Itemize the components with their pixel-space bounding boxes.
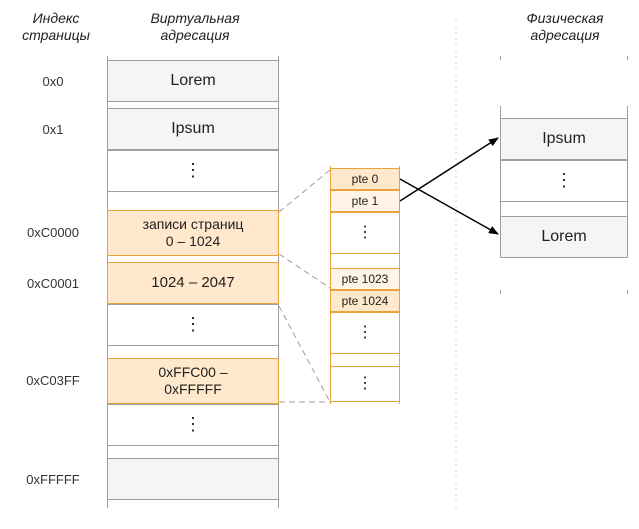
- pte-cell-p4: pte 1024: [330, 290, 400, 312]
- pte-cell-p3: pte 1023: [330, 268, 400, 290]
- virtual-cell-v7: ⋮: [107, 404, 279, 446]
- page-index-v3: 0xC0000: [18, 225, 88, 240]
- virtual-cell-v5: ⋮: [107, 304, 279, 346]
- page-index-v0: 0x0: [18, 74, 88, 89]
- dashed-connectors: [279, 170, 330, 402]
- arrow-connectors: [400, 138, 498, 234]
- virtual-cell-v1: Ipsum: [107, 108, 279, 150]
- page-index-v8: 0xFFFFF: [18, 472, 88, 487]
- diagram-root: { "type": "diagram", "canvas": { "w": 63…: [0, 0, 639, 529]
- virtual-cell-v2: ⋮: [107, 150, 279, 192]
- pte-cell-p2: ⋮: [330, 212, 400, 254]
- virtual-cell-v3: записи страниц 0 – 1024: [107, 210, 279, 256]
- page-index-v4: 0xC0001: [18, 276, 88, 291]
- pte-cell-p5: ⋮: [330, 312, 400, 354]
- header-virtual: Виртуальная адресация: [120, 10, 270, 44]
- pte-cell-p0: pte 0: [330, 168, 400, 190]
- phys-cell-ph_gap0: [500, 60, 628, 106]
- phys-cell-ph1: ⋮: [500, 160, 628, 202]
- page-index-v1: 0x1: [18, 122, 88, 137]
- virtual-cell-v4: 1024 – 2047: [107, 262, 279, 304]
- virtual-cell-v0: Lorem: [107, 60, 279, 102]
- phys-cell-ph2: Lorem: [500, 216, 628, 258]
- phys-cell-ph_gap1: [500, 258, 628, 290]
- page-index-v6: 0xC03FF: [18, 373, 88, 388]
- phys-cell-ph0: Ipsum: [500, 118, 628, 160]
- pte-cell-p6: ⋮: [330, 366, 400, 402]
- virtual-cell-v8: [107, 458, 279, 500]
- pte-cell-p1: pte 1: [330, 190, 400, 212]
- header-physical: Физическая адресация: [505, 10, 625, 44]
- header-index: Индекс страницы: [16, 10, 96, 44]
- virtual-cell-v6: 0xFFC00 – 0xFFFFF: [107, 358, 279, 404]
